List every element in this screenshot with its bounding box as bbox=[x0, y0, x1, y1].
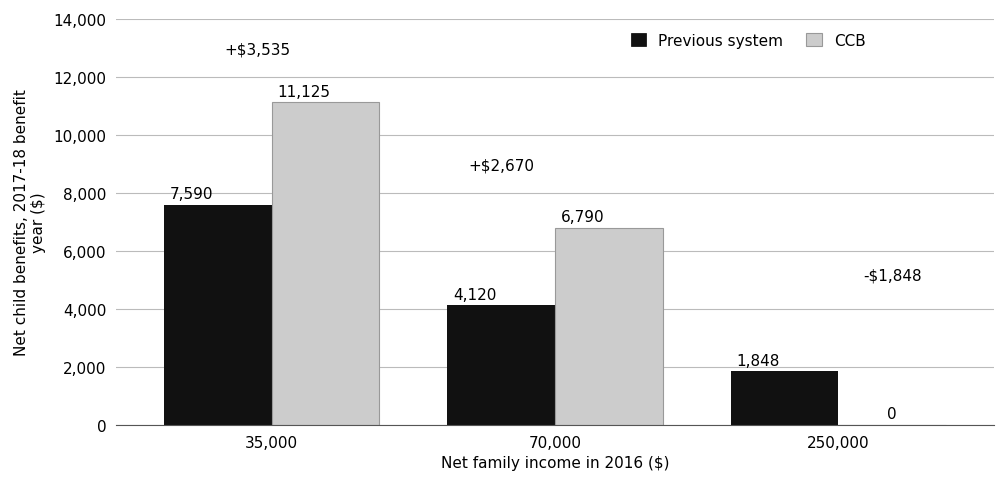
Text: 7,590: 7,590 bbox=[169, 187, 213, 202]
Bar bbox=[555, 228, 662, 425]
Text: 1,848: 1,848 bbox=[736, 353, 779, 368]
Bar bbox=[164, 205, 272, 425]
Text: 11,125: 11,125 bbox=[277, 85, 331, 100]
Bar bbox=[272, 103, 379, 425]
Text: 4,120: 4,120 bbox=[453, 287, 496, 302]
Legend: Previous system, CCB: Previous system, CCB bbox=[625, 28, 872, 55]
Bar bbox=[731, 372, 839, 425]
Text: 6,790: 6,790 bbox=[560, 210, 604, 225]
Text: +$3,535: +$3,535 bbox=[225, 43, 290, 58]
X-axis label: Net family income in 2016 ($): Net family income in 2016 ($) bbox=[440, 455, 669, 470]
Y-axis label: Net child benefits, 2017-18 benefit
year ($): Net child benefits, 2017-18 benefit year… bbox=[14, 89, 46, 356]
Text: 0: 0 bbox=[887, 407, 897, 422]
Text: -$1,848: -$1,848 bbox=[863, 268, 921, 283]
Text: +$2,670: +$2,670 bbox=[468, 158, 534, 173]
Bar bbox=[448, 306, 555, 425]
